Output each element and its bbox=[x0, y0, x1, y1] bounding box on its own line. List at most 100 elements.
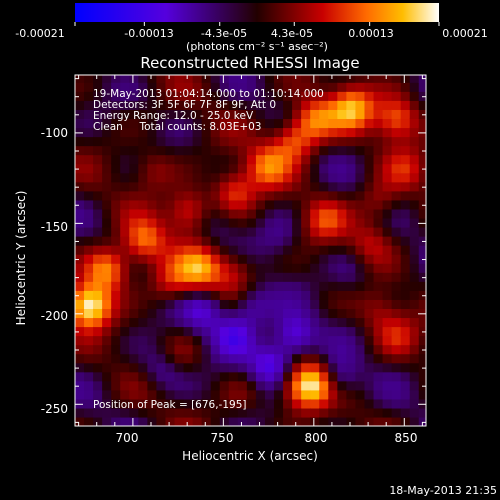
heatmap-cell bbox=[301, 389, 311, 400]
heatmap-cell bbox=[111, 263, 121, 273]
heatmap-cell bbox=[156, 326, 167, 337]
heatmap-cell bbox=[210, 100, 221, 110]
heatmap-cell bbox=[228, 281, 239, 291]
heatmap-cell bbox=[174, 190, 185, 201]
heatmap-cell bbox=[283, 245, 293, 255]
heatmap-cell bbox=[156, 245, 167, 255]
heatmap-cell bbox=[201, 190, 212, 201]
heatmap-cell bbox=[355, 91, 366, 101]
heatmap-cell bbox=[147, 163, 158, 174]
heatmap-cell bbox=[328, 362, 338, 373]
heatmap-cell bbox=[192, 263, 203, 273]
heatmap-cell bbox=[301, 181, 311, 192]
heatmap-cell bbox=[75, 245, 85, 255]
heatmap-cell bbox=[328, 317, 338, 328]
heatmap-cell bbox=[274, 380, 284, 391]
heatmap-cell bbox=[400, 272, 411, 282]
heatmap-cell bbox=[355, 245, 366, 255]
heatmap-cell bbox=[93, 181, 103, 192]
heatmap-cell bbox=[301, 335, 311, 346]
heatmap-cell bbox=[255, 308, 266, 319]
heatmap-cell bbox=[147, 317, 158, 328]
heatmap-cell bbox=[373, 199, 384, 210]
heatmap-cell bbox=[111, 226, 121, 237]
heatmap-cell bbox=[93, 82, 103, 92]
heatmap-cell bbox=[328, 82, 338, 92]
heatmap-cell bbox=[346, 163, 357, 174]
heatmap-cell bbox=[418, 172, 426, 183]
heatmap-cell bbox=[192, 163, 203, 174]
heatmap-cell bbox=[409, 353, 420, 364]
heatmap-cell bbox=[319, 317, 329, 328]
heatmap-cell bbox=[138, 362, 148, 373]
heatmap-cell bbox=[319, 245, 329, 255]
heatmap-cell bbox=[255, 317, 266, 328]
heatmap-cell bbox=[373, 398, 384, 409]
heatmap-cell bbox=[237, 75, 248, 83]
heatmap-cell bbox=[201, 145, 212, 156]
heatmap-cell bbox=[246, 236, 257, 246]
heatmap-cell bbox=[219, 353, 230, 364]
heatmap-cell bbox=[237, 145, 248, 156]
heatmap-cell bbox=[310, 100, 320, 110]
heatmap-cell bbox=[156, 407, 167, 418]
heatmap-cell bbox=[183, 163, 194, 174]
heatmap-cell bbox=[337, 82, 347, 92]
heatmap-cell bbox=[192, 317, 203, 328]
heatmap-cell bbox=[111, 163, 121, 174]
heatmap-cell bbox=[337, 163, 347, 174]
heatmap-cell bbox=[310, 163, 320, 174]
heatmap-cell bbox=[391, 163, 402, 174]
heatmap-cell bbox=[147, 371, 158, 382]
heatmap-cell bbox=[120, 154, 130, 165]
heatmap-cell bbox=[400, 281, 411, 291]
heatmap-cell bbox=[337, 154, 347, 165]
heatmap-cell bbox=[165, 75, 176, 83]
heatmap-cell bbox=[237, 208, 248, 219]
heatmap-cell bbox=[301, 163, 311, 174]
heatmap-cell bbox=[409, 344, 420, 355]
heatmap-cell bbox=[264, 208, 275, 219]
heatmap-cell bbox=[165, 308, 176, 319]
heatmap-cell bbox=[210, 118, 221, 129]
heatmap-cell bbox=[409, 190, 420, 201]
heatmap-cell bbox=[373, 82, 384, 92]
heatmap-cell bbox=[364, 290, 375, 300]
heatmap-cell bbox=[192, 118, 203, 129]
heatmap-cell bbox=[219, 245, 230, 255]
heatmap-cell bbox=[147, 389, 158, 400]
heatmap-cell bbox=[102, 353, 112, 364]
heatmap-cell bbox=[255, 154, 266, 165]
heatmap-cell bbox=[328, 109, 338, 120]
heatmap-cell bbox=[192, 82, 203, 92]
heatmap-cell bbox=[237, 398, 248, 409]
heatmap-cell bbox=[183, 199, 194, 210]
heatmap-cell bbox=[192, 389, 203, 400]
heatmap-cell bbox=[237, 190, 248, 201]
heatmap-cell bbox=[138, 236, 148, 246]
heatmap-cell bbox=[75, 416, 85, 426]
heatmap-cell bbox=[84, 217, 94, 228]
heatmap-cell bbox=[346, 263, 357, 273]
heatmap-cell bbox=[84, 127, 94, 138]
heatmap-cell bbox=[264, 145, 275, 156]
heatmap-cell bbox=[201, 344, 212, 355]
heatmap-cell bbox=[219, 290, 230, 300]
heatmap-cell bbox=[93, 308, 103, 319]
heatmap-cell bbox=[283, 181, 293, 192]
heatmap-cell bbox=[274, 272, 284, 282]
heatmap-cell bbox=[228, 389, 239, 400]
heatmap-cell bbox=[373, 208, 384, 219]
heatmap-cell bbox=[292, 407, 302, 418]
heatmap-cell bbox=[165, 145, 176, 156]
heatmap-cell bbox=[75, 118, 85, 129]
heatmap-cell bbox=[274, 145, 284, 156]
heatmap-cell bbox=[84, 254, 94, 264]
heatmap-cell bbox=[382, 91, 393, 101]
heatmap-cell bbox=[84, 263, 94, 273]
heatmap-cell bbox=[183, 109, 194, 120]
heatmap-cell bbox=[382, 299, 393, 309]
heatmap-cell bbox=[355, 380, 366, 391]
heatmap-cell bbox=[409, 299, 420, 309]
heatmap-cell bbox=[183, 407, 194, 418]
